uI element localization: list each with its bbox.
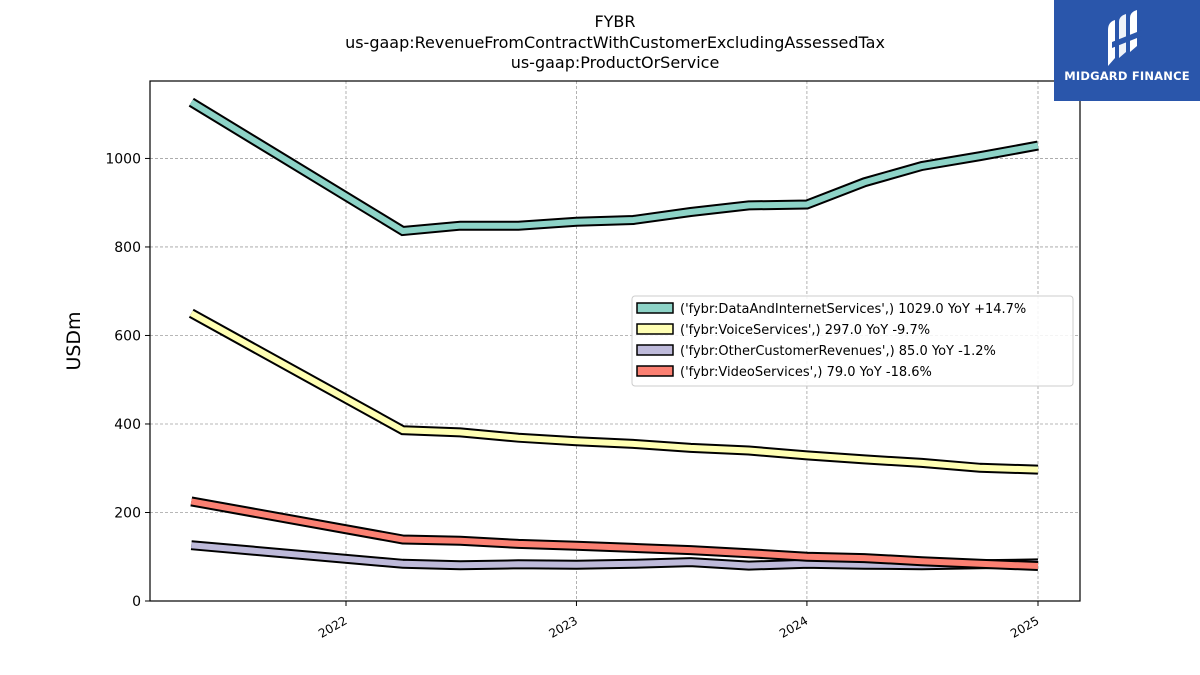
y-tick-label: 0: [132, 594, 141, 610]
legend-swatch-2: [636, 344, 674, 356]
legend-label-3: ('fybr:VideoServices',) 79.0 YoY -18.6%: [680, 365, 932, 380]
chart-title: FYBR us-gaap:RevenueFromContractWithCust…: [345, 12, 885, 72]
series-lines: [188, 97, 1039, 571]
plot-frame: [149, 80, 1081, 602]
legend-swatch-0: [636, 302, 674, 314]
x-tick-label: 2023: [547, 613, 580, 640]
y-axis-label: USDm: [63, 311, 85, 370]
series-line-1: [189, 310, 1039, 473]
legend-label-2: ('fybr:OtherCustomerRevenues',) 85.0 YoY…: [680, 344, 996, 359]
title-line-3: us-gaap:ProductOrService: [511, 53, 720, 72]
y-tick-label: 600: [114, 328, 141, 344]
midgard-finance-logo: MIDGARD FINANCE: [1054, 0, 1200, 101]
title-line-2: us-gaap:RevenueFromContractWithCustomerE…: [345, 33, 885, 52]
title-line-1: FYBR: [594, 12, 635, 31]
legend-swatch-1: [636, 323, 674, 335]
y-tick-label: 800: [114, 240, 141, 256]
x-axis-ticks: 2022 2023 2024 2025: [316, 601, 1042, 641]
series-line-3: [190, 498, 1039, 569]
midgard-logo-icon: [1108, 10, 1142, 66]
legend-label-1: ('fybr:VoiceServices',) 297.0 YoY -9.7%: [680, 323, 930, 338]
y-tick-label: 1000: [105, 151, 141, 167]
y-tick-label: 400: [114, 417, 141, 433]
legend-swatch-3: [636, 365, 674, 377]
x-tick-label: 2022: [316, 613, 349, 640]
x-tick-label: 2025: [1008, 613, 1041, 640]
grid: [150, 81, 1080, 601]
legend-label-0: ('fybr:DataAndInternetServices',) 1029.0…: [680, 302, 1026, 317]
logo-text: MIDGARD FINANCE: [1064, 69, 1190, 83]
y-tick-label: 200: [114, 505, 141, 521]
series-line-0: [189, 99, 1039, 235]
legend-box: [631, 295, 1074, 387]
y-axis-ticks: 0 200 400 600 800 1000: [105, 151, 150, 610]
legend: ('fybr:DataAndInternetServices',) 1029.0…: [631, 295, 1074, 387]
x-tick-label: 2024: [777, 613, 810, 640]
